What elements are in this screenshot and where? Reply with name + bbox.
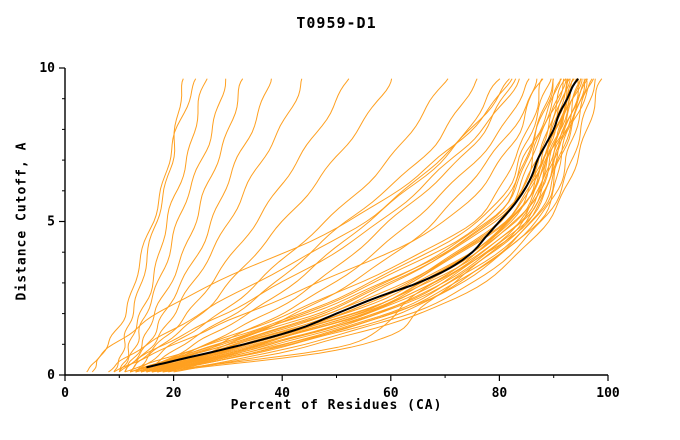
model-curve [118,78,227,373]
model-curve [118,78,208,373]
model-curve [151,78,588,373]
model-curve [151,78,587,373]
model-curve [135,78,565,373]
model-curve [146,78,579,373]
model-curve [124,78,543,373]
model-curve [129,78,303,373]
model-curve [91,78,197,373]
model-curve [108,78,510,373]
model-curve [146,78,571,373]
y-tick-label: 10 [39,61,55,76]
model-curve [113,78,184,373]
y-tick-label: 0 [47,368,55,383]
x-tick-label: 40 [274,386,290,401]
y-tick-label: 5 [47,215,55,230]
model-curve [118,78,520,373]
model-curve [130,78,561,373]
model-curve [157,78,595,373]
x-axis-label: Percent of Residues (CA) [230,398,443,413]
model-curve [124,78,244,373]
model-curve [162,78,577,373]
model-curve [135,78,554,373]
x-tick-label: 0 [61,386,69,401]
model-curve [140,78,478,373]
model-curve [162,78,593,373]
chart-title: T0959-D1 [296,14,377,32]
model-curve [135,78,393,373]
x-tick-label: 100 [596,386,620,401]
highlight-curve [146,78,579,369]
x-tick-label: 20 [166,386,182,401]
x-tick-label: 80 [492,386,508,401]
model-curve [168,78,596,373]
model-curve [113,78,538,373]
x-tick-label: 60 [383,386,399,401]
model-curve [86,78,513,373]
model-curve [135,78,449,373]
model-curve [151,78,574,373]
model-curve [151,78,544,373]
model-curve [124,78,272,373]
model-curve [140,78,501,373]
model-curve [173,78,603,373]
